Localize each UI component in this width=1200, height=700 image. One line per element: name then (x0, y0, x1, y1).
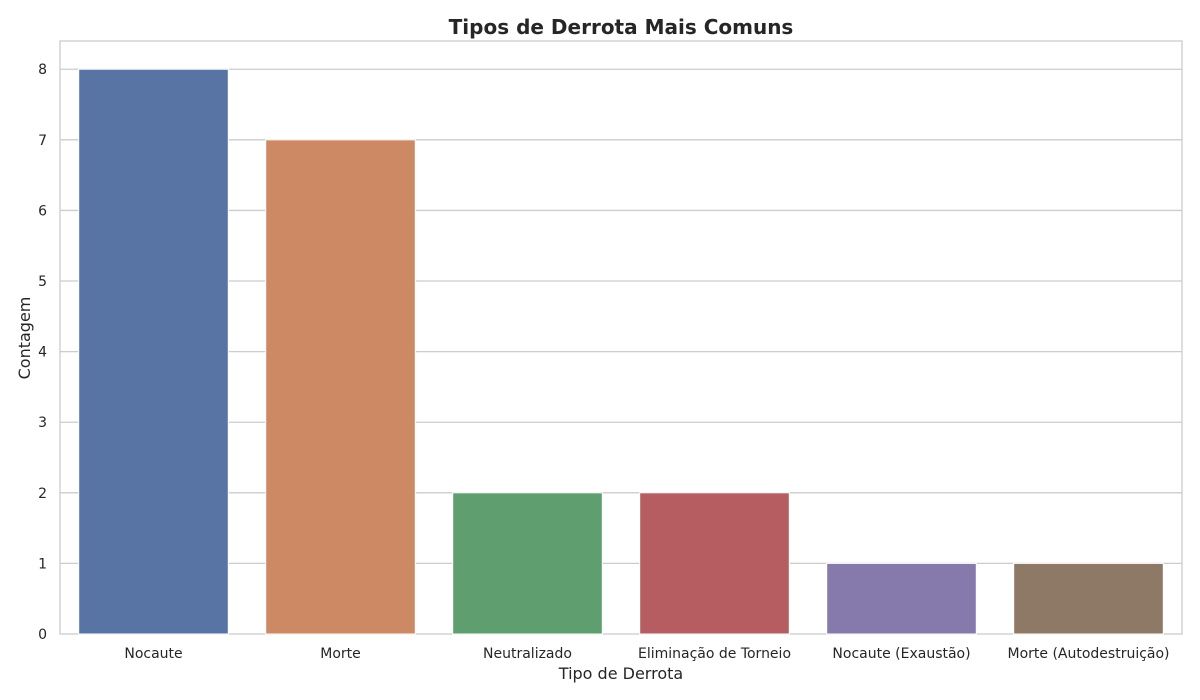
bar-0 (78, 68, 229, 635)
y-tick-label: 8 (38, 62, 47, 78)
y-tick-label: 2 (38, 486, 47, 502)
chart-title: Tipos de Derrota Mais Comuns (449, 15, 794, 39)
y-tick-label: 1 (38, 556, 47, 572)
x-tick-label: Nocaute (124, 646, 182, 662)
bar-1 (265, 139, 416, 635)
y-tick-label: 3 (38, 415, 47, 431)
x-tick-label: Morte (Autodestruição) (1007, 646, 1169, 662)
y-axis-label: Contagem (15, 297, 34, 380)
y-tick-label: 4 (38, 345, 47, 361)
x-tick-labels: Nocaute Morte Neutralizado Eliminação de To… (124, 646, 1169, 662)
gridlines (60, 68, 1182, 565)
y-tick-labels: 0 1 2 3 4 5 6 7 8 (38, 62, 47, 643)
bar-4 (826, 562, 977, 635)
y-tick-label: 0 (38, 627, 47, 643)
bar-5 (1013, 562, 1164, 635)
bars (78, 68, 1164, 635)
x-axis-label: Tipo de Derrota (558, 664, 683, 683)
bar-2 (452, 492, 603, 635)
y-tick-label: 5 (38, 274, 47, 290)
bar-3 (639, 492, 790, 635)
y-tick-label: 7 (38, 133, 47, 149)
x-tick-label: Nocaute (Exaustão) (832, 646, 970, 662)
x-tick-label: Morte (320, 646, 361, 662)
x-tick-label: Eliminação de Torneio (638, 646, 791, 662)
x-tick-label: Neutralizado (483, 646, 572, 662)
y-tick-label: 6 (38, 203, 47, 219)
